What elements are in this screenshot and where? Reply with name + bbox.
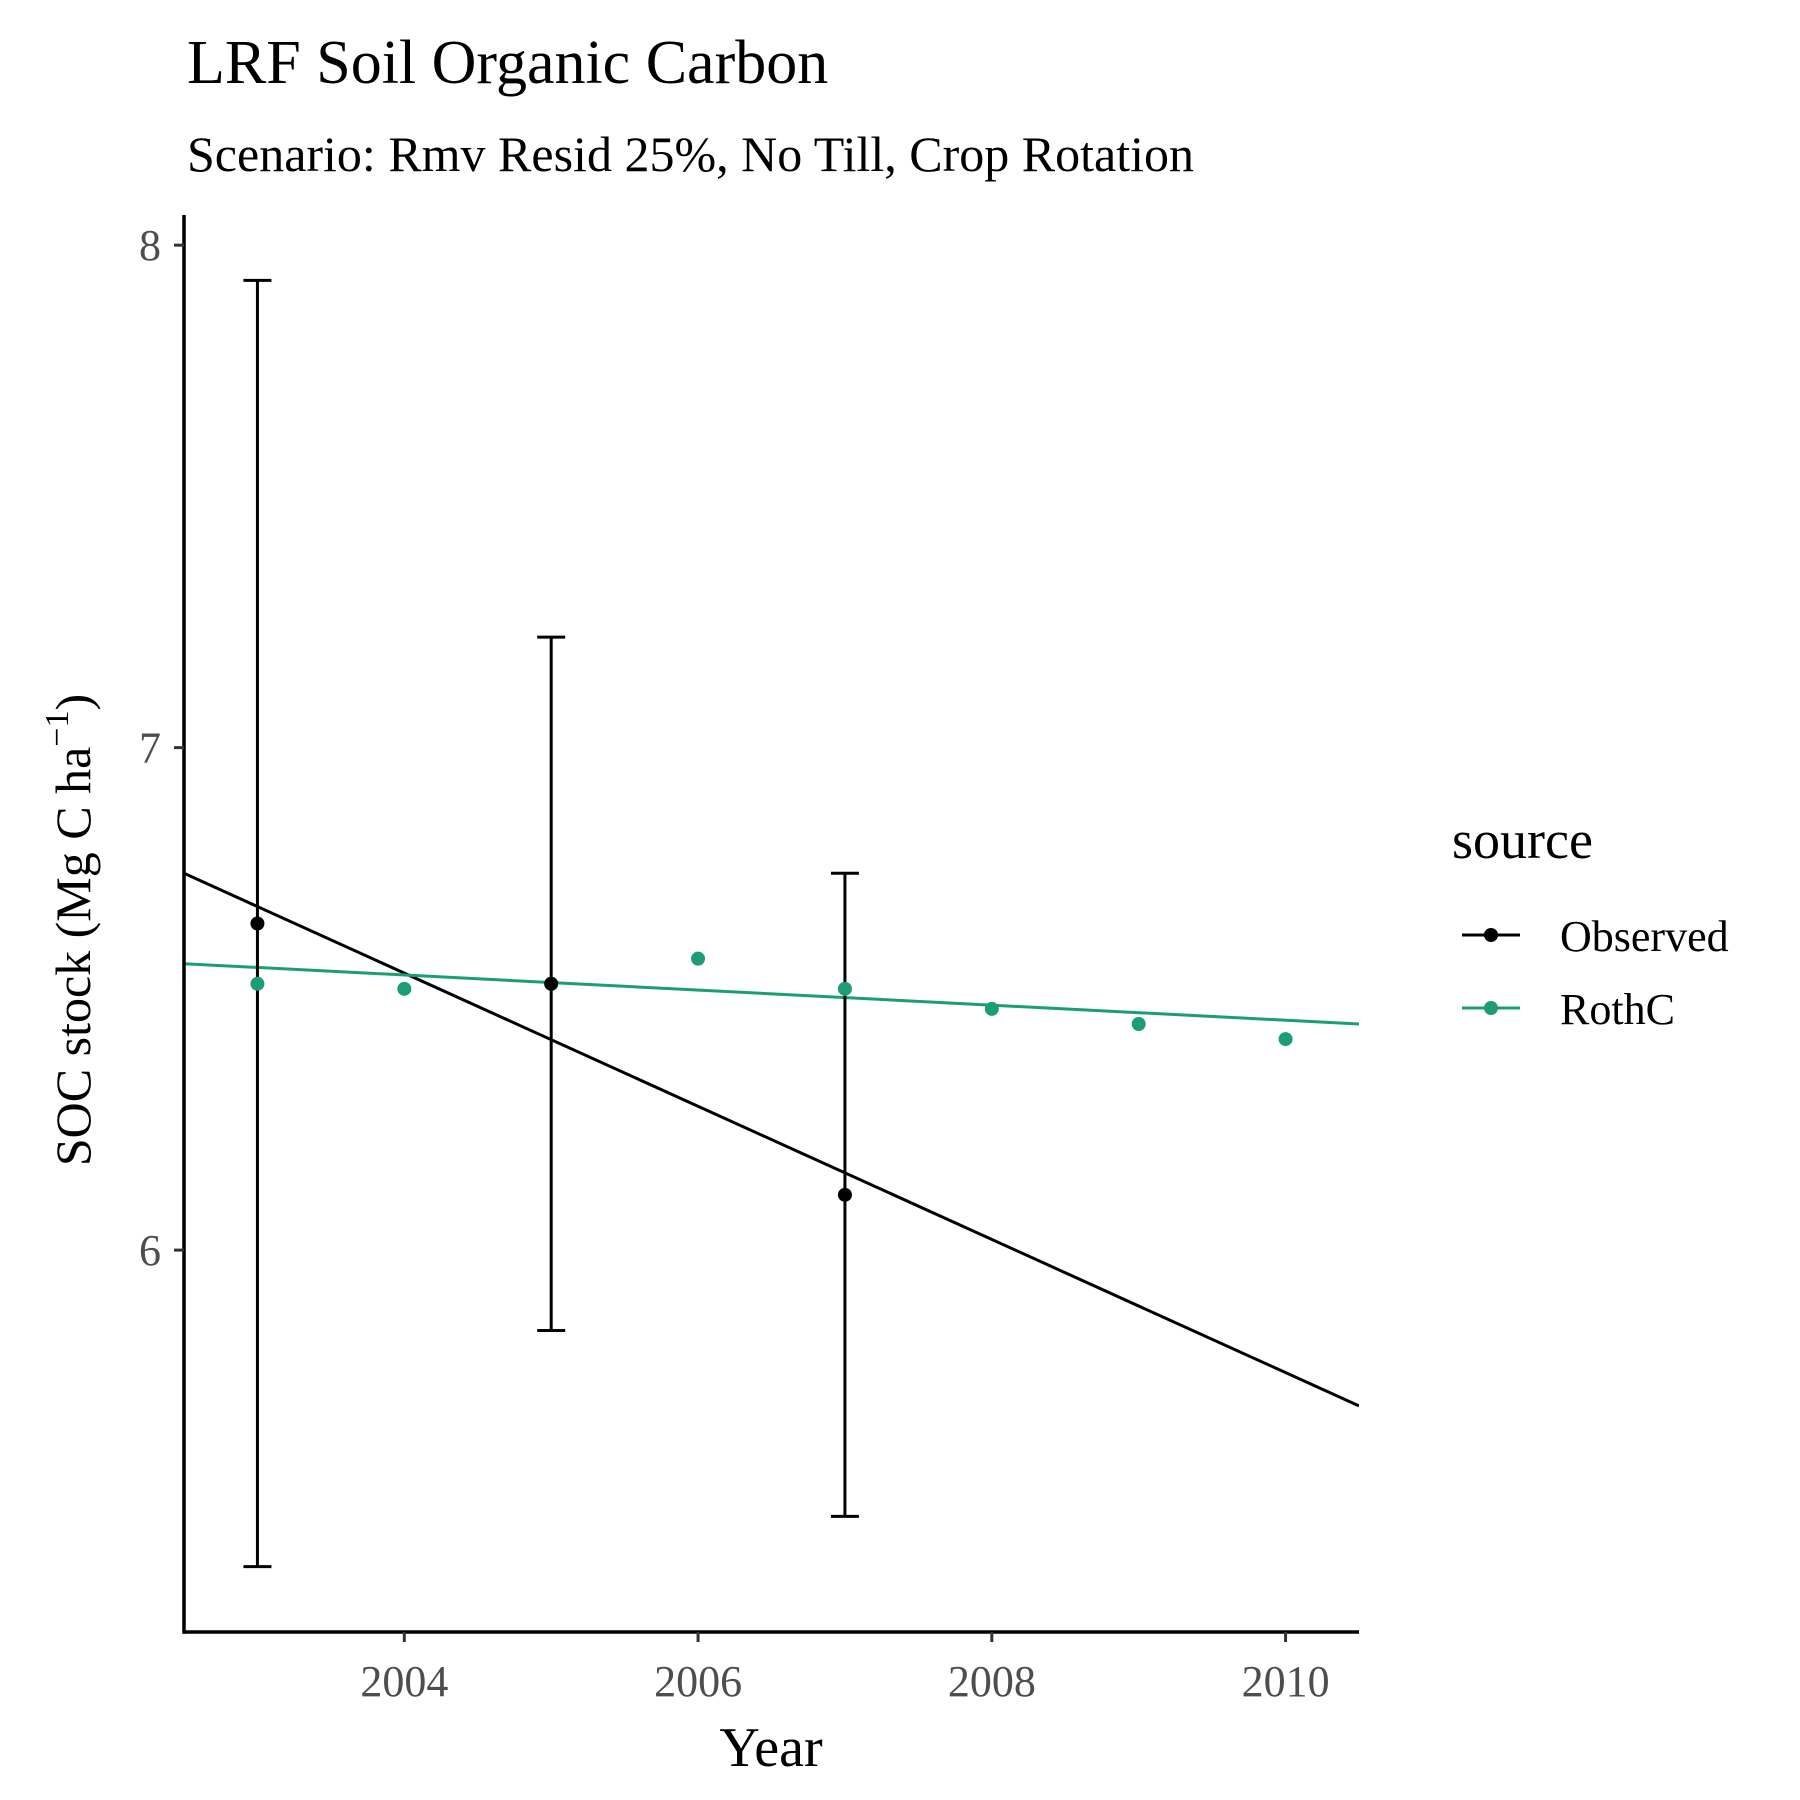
- legend-label-rothc: RothC: [1560, 985, 1675, 1034]
- point-rothc: [397, 981, 412, 996]
- trend-line-observed: [184, 871, 1359, 1408]
- chart-title: LRF Soil Organic Carbon: [187, 29, 828, 97]
- legend-title: source: [1452, 810, 1593, 870]
- y-axis-label-close: ): [45, 694, 101, 711]
- y-axis-label-main: SOC stock (Mg C ha: [45, 747, 101, 1166]
- point-rothc: [250, 976, 265, 991]
- legend-key-point-rothc: [1484, 1001, 1498, 1015]
- point-rothc: [837, 981, 852, 996]
- x-tick-label: 2006: [654, 1657, 742, 1706]
- legend-label-observed: Observed: [1560, 912, 1729, 961]
- y-tick-label: 8: [139, 221, 161, 270]
- axes: 2004 2006 2008 2010 6 7 8: [139, 215, 1359, 1706]
- y-axis-label: SOC stock (Mg C ha−1): [39, 694, 101, 1166]
- point-observed: [544, 976, 559, 991]
- x-tick-label: 2008: [948, 1657, 1036, 1706]
- x-axis-label: Year: [719, 1717, 823, 1779]
- legend: source Observed RothC: [1452, 810, 1729, 1034]
- point-rothc: [1278, 1032, 1293, 1047]
- trend-line-rothc: [184, 962, 1359, 1026]
- x-tick-label: 2004: [360, 1657, 448, 1706]
- point-observed: [250, 916, 265, 931]
- plot-area: [184, 278, 1359, 1569]
- y-tick-label: 6: [139, 1226, 161, 1275]
- y-tick-label: 7: [139, 724, 161, 773]
- point-rothc: [1131, 1016, 1146, 1031]
- point-rothc: [691, 951, 706, 966]
- y-axis-label-sup: −1: [39, 711, 76, 747]
- x-tick-label: 2010: [1242, 1657, 1330, 1706]
- point-rothc: [984, 1001, 999, 1016]
- chart-subtitle: Scenario: Rmv Resid 25%, No Till, Crop R…: [187, 126, 1194, 182]
- point-observed: [837, 1187, 852, 1202]
- legend-key-point-observed: [1484, 928, 1498, 942]
- legend-keys: Observed RothC: [1462, 912, 1729, 1034]
